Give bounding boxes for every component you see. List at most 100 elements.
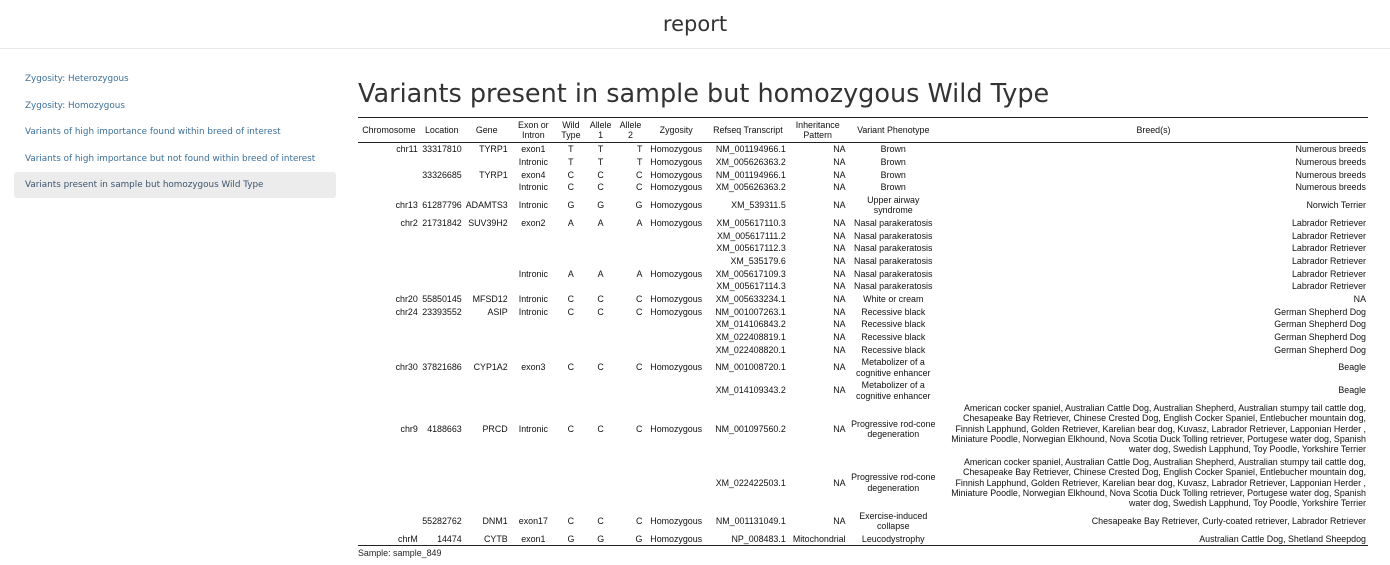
cell-allele-1: A bbox=[597, 217, 604, 228]
table-row: Intronic C C C Homozygous XM_005626363.2 NA Bro… bbox=[358, 181, 1368, 194]
cell-refseq-transcript: NM_001131049.1 bbox=[715, 516, 786, 527]
cell-wild-type bbox=[557, 456, 585, 510]
cell-gene: PRCD bbox=[482, 423, 508, 434]
cell-chromosome bbox=[358, 156, 420, 169]
cell-gene: MFSD12 bbox=[472, 293, 508, 304]
cell-allele-2 bbox=[617, 456, 645, 510]
cell-chromosome bbox=[358, 456, 420, 510]
sidebar-item-heterozygous[interactable]: Zygosity: Heterozygous bbox=[25, 74, 129, 84]
cell-wild-type bbox=[557, 280, 585, 293]
cell-breeds: American cocker spaniel, Australian Catt… bbox=[951, 457, 1366, 509]
sidebar-item-wild-type[interactable]: Variants present in sample but homozygou… bbox=[14, 172, 336, 198]
cell-gene bbox=[464, 318, 510, 331]
sidebar-item-high-importance-not-found[interactable]: Variants of high importance but not foun… bbox=[25, 153, 316, 164]
cell-chromosome bbox=[358, 331, 420, 344]
cell-allele-2 bbox=[617, 331, 645, 344]
cell-variant-phenotype: Metabolizer of a cognitive enhancer bbox=[856, 357, 931, 378]
cell-chromosome bbox=[358, 280, 420, 293]
cell-breeds: Labrador Retriever bbox=[1292, 255, 1366, 266]
cell-chromosome: chr30 bbox=[395, 362, 418, 373]
cell-refseq-transcript: NP_008483.1 bbox=[708, 532, 788, 547]
cell-gene: ADAMTS3 bbox=[465, 200, 508, 211]
cell-exon-or-intron: Intronic bbox=[518, 293, 548, 304]
cell-wild-type: G bbox=[557, 532, 585, 547]
cell-wild-type: C bbox=[567, 169, 575, 180]
cell-allele-2: C bbox=[635, 293, 643, 304]
cell-wild-type bbox=[557, 343, 585, 356]
cell-breeds: Numerous breeds bbox=[1295, 169, 1366, 180]
cell-location: 55282762 bbox=[422, 516, 462, 527]
cell-inheritance-pattern: NA bbox=[833, 477, 846, 488]
cell-wild-type: G bbox=[567, 200, 575, 211]
cell-refseq-transcript: XM_005626363.2 bbox=[715, 182, 786, 193]
cell-inheritance-pattern: NA bbox=[833, 200, 846, 211]
cell-location bbox=[420, 255, 464, 268]
cell-refseq-transcript: XM_014109343.2 bbox=[715, 385, 786, 396]
cell-refseq-transcript: XM_005617112.3 bbox=[716, 243, 786, 254]
cell-inheritance-pattern: NA bbox=[833, 319, 846, 330]
column-header-location: Location bbox=[419, 117, 464, 143]
cell-gene: SUV39H2 bbox=[468, 217, 508, 228]
cell-allele-1 bbox=[585, 255, 617, 268]
cell-allele-2: C bbox=[635, 423, 643, 434]
cell-exon-or-intron: exon2 bbox=[521, 217, 546, 228]
cell-allele-2: C bbox=[635, 182, 643, 193]
cell-variant-phenotype: Nasal parakeratosis bbox=[854, 230, 933, 241]
cell-refseq-transcript: XM_539311.5 bbox=[731, 200, 786, 211]
cell-chromosome: chr20 bbox=[395, 293, 418, 304]
sample-note: Sample: sample_849 bbox=[358, 548, 442, 559]
cell-gene bbox=[464, 456, 510, 510]
cell-inheritance-pattern: NA bbox=[833, 293, 846, 304]
variants-table: Chromosome Location Gene Exon or Intron Wild… bbox=[358, 117, 1368, 547]
cell-wild-type: C bbox=[567, 182, 575, 193]
table-row: Intronic T T T Homozygous XM_005626363.2 NA Bro… bbox=[358, 156, 1368, 169]
cell-variant-phenotype: Brown bbox=[880, 169, 906, 180]
cell-allele-1 bbox=[585, 379, 617, 402]
cell-variant-phenotype: Brown bbox=[880, 156, 906, 167]
sidebar-item-homozygous[interactable]: Zygosity: Homozygous bbox=[25, 100, 125, 111]
cell-exon-or-intron: Intronic bbox=[518, 182, 548, 193]
cell-refseq-transcript: XM_005617114.3 bbox=[716, 281, 786, 292]
cell-exon-or-intron bbox=[510, 456, 557, 510]
cell-location: 37821686 bbox=[422, 362, 462, 373]
cell-inheritance-pattern: NA bbox=[833, 385, 846, 396]
cell-allele-1: C bbox=[597, 306, 604, 317]
table-row: XM_014109343.2 NA Metabolizer of a cogniti… bbox=[358, 379, 1368, 402]
table-row: chr11 33317810 TYRP1 exon1 T T T Homozygous NM_0… bbox=[358, 143, 1368, 156]
cell-inheritance-pattern: NA bbox=[833, 182, 846, 193]
cell-variant-phenotype: Nasal parakeratosis bbox=[854, 268, 933, 279]
table-row: 55282762 DNM1 exon17 C C C Homozygous NM_001131… bbox=[358, 510, 1368, 533]
cell-inheritance-pattern: NA bbox=[833, 362, 846, 373]
cell-wild-type: C bbox=[567, 293, 575, 304]
cell-refseq-transcript: XM_022422503.1 bbox=[715, 477, 786, 488]
cell-refseq-transcript: NM_001097560.2 bbox=[715, 423, 786, 434]
cell-zygosity: Homozygous bbox=[650, 293, 703, 304]
cell-zygosity bbox=[644, 331, 708, 344]
cell-chromosome bbox=[358, 181, 420, 194]
cell-chromosome bbox=[358, 343, 420, 356]
cell-wild-type: A bbox=[567, 268, 574, 279]
cell-inheritance-pattern: NA bbox=[833, 144, 846, 155]
cell-allele-1 bbox=[585, 318, 617, 331]
cell-zygosity bbox=[644, 242, 708, 255]
column-header-gene: Gene bbox=[463, 117, 510, 143]
cell-wild-type bbox=[557, 331, 585, 344]
cell-refseq-transcript: XM_005617110.3 bbox=[716, 217, 786, 228]
sidebar-item-high-importance-found[interactable]: Variants of high importance found within… bbox=[25, 127, 281, 137]
cell-allele-1 bbox=[585, 242, 617, 255]
cell-exon-or-intron: Intronic bbox=[518, 156, 548, 167]
cell-allele-2: C bbox=[635, 306, 643, 317]
table-header-row: Chromosome Location Gene Exon or Intron Wild… bbox=[358, 117, 1368, 143]
table-row: chr2 21731842 SUV39H2 exon2 A A A Homozygous XM_… bbox=[358, 217, 1368, 230]
cell-zygosity: Homozygous bbox=[650, 169, 703, 180]
cell-location bbox=[420, 267, 464, 280]
cell-breeds: Labrador Retriever bbox=[1292, 268, 1366, 279]
cell-inheritance-pattern: NA bbox=[833, 516, 846, 527]
cell-zygosity: Homozygous bbox=[650, 516, 703, 527]
cell-inheritance-pattern: NA bbox=[833, 230, 846, 241]
cell-exon-or-intron: Intronic bbox=[518, 200, 548, 211]
cell-refseq-transcript: XM_005626363.2 bbox=[715, 156, 786, 167]
cell-allele-2 bbox=[617, 280, 645, 293]
cell-allele-2: C bbox=[635, 516, 643, 527]
cell-gene bbox=[464, 229, 510, 242]
